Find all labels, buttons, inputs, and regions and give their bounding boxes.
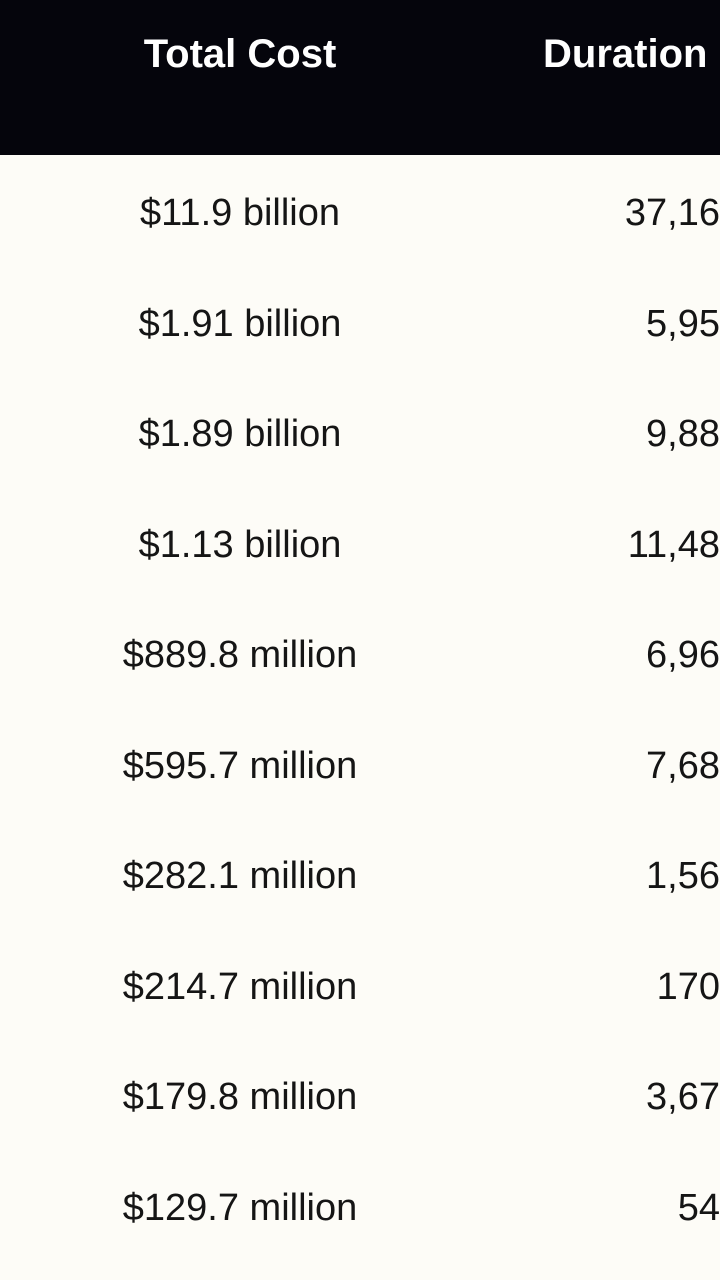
column-header-total-cost: Total Cost [143, 32, 337, 76]
table-row: $1.91 billion 5,95 [0, 271, 720, 381]
cell-total-cost: $214.7 million [122, 965, 358, 1008]
cell-total-cost: $129.7 million [122, 1186, 358, 1229]
cell-duration: 6,96 [646, 634, 720, 676]
cell-total-cost: $179.8 million [122, 1076, 358, 1118]
cell-duration: 7,68 [646, 744, 720, 787]
table-row: $889.8 million 6,96 [0, 602, 720, 712]
cell-duration: 170 [656, 965, 720, 1008]
cell-duration: 1,56 [646, 855, 720, 897]
table-row: $214.7 million 170 [0, 934, 720, 1044]
cell-duration: 11,48 [627, 523, 720, 566]
cell-duration: 54 [677, 1186, 720, 1229]
cell-total-cost: $595.7 million [122, 744, 358, 787]
cell-total-cost: $1.91 billion [138, 302, 342, 345]
table-row: $595.7 million 7,68 [0, 713, 720, 823]
table-header: Total Cost Duration [0, 0, 720, 155]
cell-total-cost: $282.1 million [122, 855, 358, 897]
table-row: $1.13 billion 11,48 [0, 492, 720, 602]
cell-total-cost: $11.9 billion [139, 192, 340, 234]
table-row: $282.1 million 1,56 [0, 823, 720, 933]
cell-duration: 9,88 [646, 413, 720, 455]
table-row: $1.89 billion 9,88 [0, 381, 720, 491]
cell-duration: 3,67 [646, 1076, 720, 1118]
cell-total-cost: $889.8 million [122, 634, 358, 676]
table-row: $179.8 million 3,67 [0, 1044, 720, 1154]
table-row: $11.9 billion 37,16 [0, 160, 720, 270]
cell-duration: 37,16 [624, 192, 720, 234]
cell-duration: 5,95 [646, 302, 720, 345]
table-row: $129.7 million 54 [0, 1155, 720, 1265]
cell-total-cost: $1.13 billion [138, 523, 342, 566]
column-header-duration: Duration [543, 32, 708, 76]
cell-total-cost: $1.89 billion [138, 413, 342, 455]
